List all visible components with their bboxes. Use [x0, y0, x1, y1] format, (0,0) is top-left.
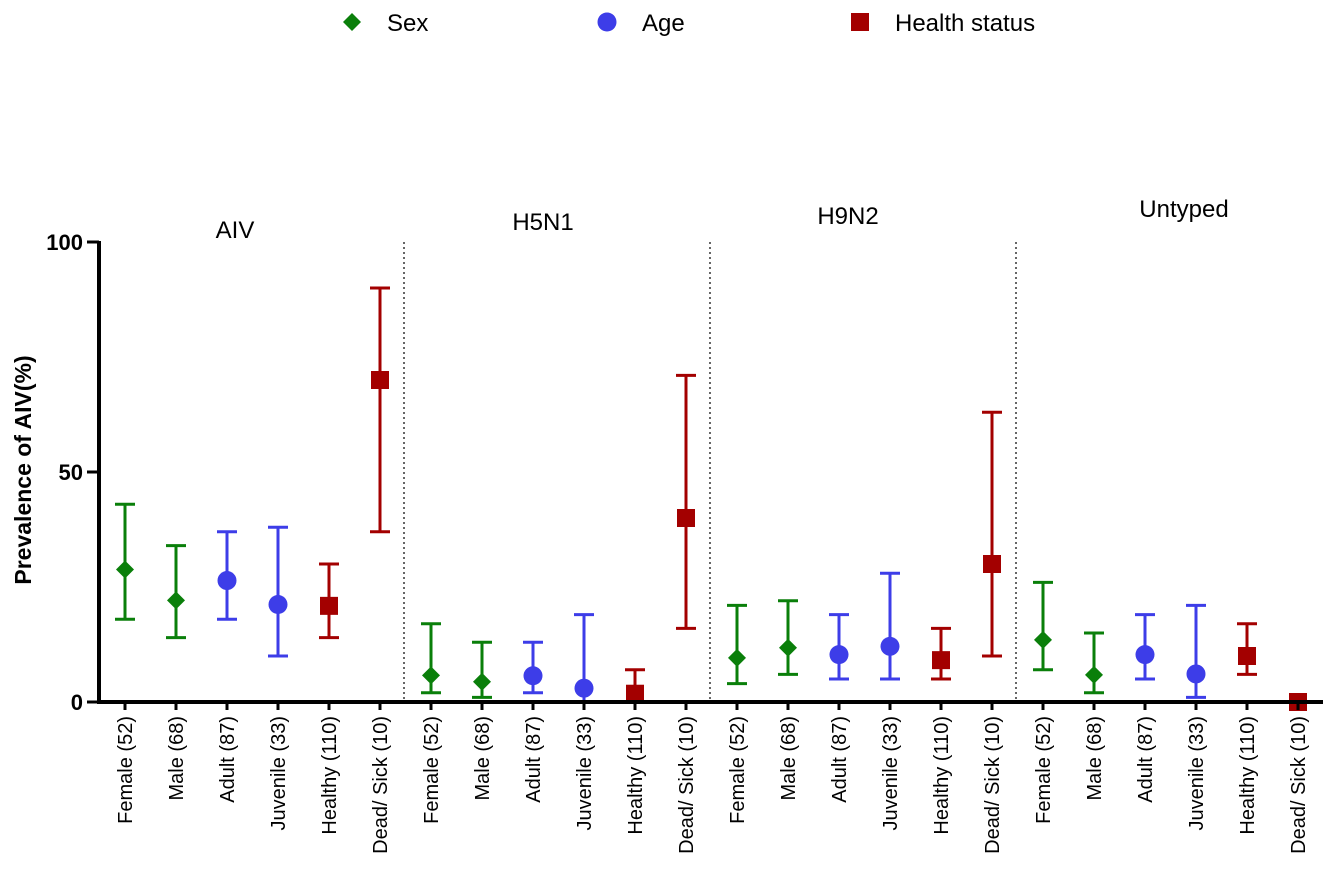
x-tick-label-aiv-female-52: Female (52) — [115, 716, 137, 824]
x-tick-label-untyped-female-52: Female (52) — [1033, 716, 1055, 824]
point-aiv-healthy-110 — [320, 596, 338, 615]
panel-titles: AIV H5N1 H9N2 Untyped — [216, 196, 1229, 244]
y-tick-label-0: 0 — [71, 690, 83, 715]
legend-label-sex: Sex — [387, 10, 428, 37]
x-tick-label-h9n2-male-68: Male (68) — [778, 716, 800, 800]
x-tick-labels: Female (52) Male (68) Adult (87) Juvenile (… — [115, 702, 1310, 854]
x-tick-label-untyped-healthy-110: Healthy (110) — [1237, 716, 1259, 835]
x-tick-label-untyped-juvenile-33: Juvenile (33) — [1186, 716, 1208, 831]
x-tick-label-h9n2-dead-sick-10: Dead/ Sick (10) — [982, 716, 1004, 854]
chart-legend: Sex Age Health status — [343, 10, 1035, 37]
point-aiv-male-68 — [167, 591, 185, 610]
legend-marker-health-status — [851, 13, 869, 31]
x-tick-label-h9n2-juvenile-33: Juvenile (33) — [880, 716, 902, 831]
x-tick-label-aiv-dead-sick-10: Dead/ Sick (10) — [370, 716, 392, 854]
point-h5n1-male-68 — [473, 672, 491, 691]
point-h9n2-female-52 — [728, 648, 746, 667]
legend-label-age: Age — [642, 10, 685, 37]
point-h5n1-healthy-110 — [626, 684, 644, 703]
point-aiv-juvenile-33 — [268, 594, 288, 614]
point-h5n1-adult-87 — [523, 666, 543, 686]
x-tick-label-aiv-juvenile-33: Juvenile (33) — [268, 716, 290, 831]
point-h9n2-male-68 — [779, 638, 797, 657]
x-tick-label-h5n1-female-52: Female (52) — [421, 716, 443, 824]
point-aiv-female-52 — [116, 560, 134, 579]
panel-separators — [403, 242, 1017, 702]
x-tick-label-h5n1-juvenile-33: Juvenile (33) — [574, 716, 596, 831]
point-untyped-male-68 — [1085, 665, 1103, 684]
point-untyped-female-52 — [1034, 630, 1052, 649]
x-tick-label-aiv-male-68: Male (68) — [166, 716, 188, 800]
point-untyped-juvenile-33 — [1186, 664, 1206, 684]
x-tick-label-h5n1-healthy-110: Healthy (110) — [625, 716, 647, 835]
point-h9n2-adult-87 — [829, 645, 849, 665]
point-h5n1-dead-sick-10 — [677, 509, 695, 527]
legend-marker-sex — [343, 13, 361, 31]
x-tick-label-untyped-male-68: Male (68) — [1084, 716, 1106, 800]
y-tick-label-100: 100 — [46, 230, 83, 255]
x-tick-label-h9n2-healthy-110: Healthy (110) — [931, 716, 953, 835]
panel-title-h5n1: H5N1 — [512, 209, 573, 236]
x-tick-label-h5n1-adult-87: Adult (87) — [523, 716, 545, 803]
point-h5n1-juvenile-33 — [574, 678, 594, 698]
point-h5n1-female-52 — [422, 666, 440, 685]
point-untyped-adult-87 — [1135, 645, 1155, 665]
point-aiv-dead-sick-10 — [371, 371, 389, 389]
y-tick-labels: 0 50 100 — [46, 230, 99, 715]
legend-marker-age — [597, 12, 617, 32]
panel-title-aiv: AIV — [216, 217, 255, 244]
y-axis-label: Prevalence of AIV(%) — [10, 355, 36, 584]
x-tick-label-h9n2-adult-87: Adult (87) — [829, 716, 851, 803]
x-tick-label-untyped-adult-87: Adult (87) — [1135, 716, 1157, 803]
point-h9n2-dead-sick-10 — [983, 555, 1001, 573]
panel-title-untyped: Untyped — [1139, 196, 1228, 223]
x-tick-label-h5n1-dead-sick-10: Dead/ Sick (10) — [676, 716, 698, 854]
x-tick-label-h5n1-male-68: Male (68) — [472, 716, 494, 800]
point-aiv-adult-87 — [217, 571, 237, 591]
legend-label-health-status: Health status — [895, 10, 1035, 37]
x-tick-label-h9n2-female-52: Female (52) — [727, 716, 749, 824]
data-points — [116, 371, 1307, 711]
point-h9n2-juvenile-33 — [880, 636, 900, 656]
error-bars — [115, 286, 1257, 704]
point-h9n2-healthy-110 — [932, 651, 950, 670]
x-tick-label-untyped-dead-sick-10: Dead/ Sick (10) — [1288, 716, 1310, 854]
point-untyped-healthy-110 — [1238, 647, 1256, 665]
y-tick-label-50: 50 — [59, 460, 83, 485]
x-tick-label-aiv-healthy-110: Healthy (110) — [319, 716, 341, 835]
panel-title-h9n2: H9N2 — [817, 203, 878, 230]
x-tick-label-aiv-adult-87: Adult (87) — [217, 716, 239, 803]
